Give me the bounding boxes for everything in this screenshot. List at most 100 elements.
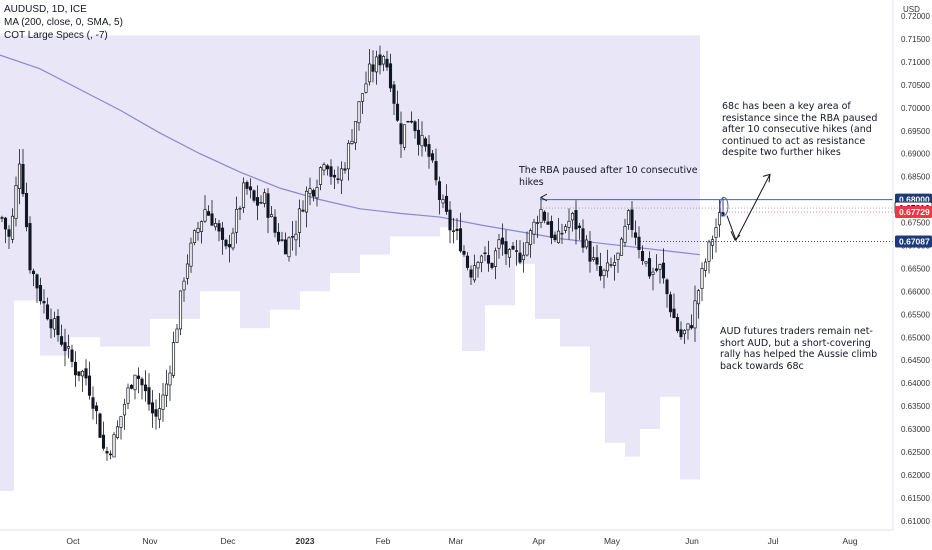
- price-badge[interactable]: 0.67087: [895, 235, 932, 248]
- candle[interactable]: [269, 206, 274, 218]
- candle[interactable]: [241, 177, 246, 213]
- candle[interactable]: [483, 246, 487, 262]
- candle[interactable]: [493, 247, 498, 280]
- candle[interactable]: [84, 359, 88, 386]
- candle[interactable]: [178, 290, 183, 336]
- candle[interactable]: [182, 277, 186, 302]
- candle[interactable]: [437, 176, 442, 215]
- candle[interactable]: [161, 382, 165, 422]
- candle[interactable]: [231, 227, 235, 251]
- candle[interactable]: [91, 386, 95, 420]
- drawing-tools[interactable]: [540, 173, 771, 242]
- candle[interactable]: [633, 220, 638, 246]
- candle[interactable]: [591, 246, 596, 262]
- candle[interactable]: [448, 201, 452, 244]
- candle[interactable]: [31, 268, 36, 287]
- candle[interactable]: [112, 432, 116, 458]
- candle[interactable]: [409, 111, 414, 124]
- candle[interactable]: [486, 240, 491, 272]
- candle[interactable]: [343, 162, 347, 174]
- candle[interactable]: [367, 49, 372, 86]
- candle[interactable]: [283, 232, 288, 255]
- legend-symbol[interactable]: AUDUSD, 1D, ICE: [4, 4, 87, 15]
- candle[interactable]: [647, 251, 652, 279]
- candle[interactable]: [399, 111, 403, 158]
- candle[interactable]: [147, 373, 151, 411]
- candle[interactable]: [192, 229, 197, 246]
- candle[interactable]: [248, 178, 253, 199]
- candle[interactable]: [630, 201, 634, 238]
- candle[interactable]: [364, 71, 368, 94]
- candle[interactable]: [168, 365, 172, 401]
- candle[interactable]: [581, 219, 585, 253]
- candle[interactable]: [66, 334, 71, 359]
- candle[interactable]: [52, 311, 57, 338]
- candle[interactable]: [280, 231, 284, 242]
- candle[interactable]: [105, 446, 109, 461]
- candle[interactable]: [563, 224, 568, 234]
- candle[interactable]: [682, 329, 687, 344]
- candle[interactable]: [427, 135, 431, 169]
- candle[interactable]: [535, 215, 540, 238]
- candle[interactable]: [472, 254, 477, 283]
- candle[interactable]: [14, 176, 18, 227]
- candle[interactable]: [479, 254, 484, 273]
- candle[interactable]: [115, 420, 120, 440]
- candle[interactable]: [703, 258, 708, 278]
- candle[interactable]: [87, 361, 92, 400]
- candle[interactable]: [654, 254, 659, 273]
- candle[interactable]: [24, 182, 29, 232]
- highlight-ellipse[interactable]: [719, 196, 729, 216]
- candle[interactable]: [518, 240, 522, 265]
- candle[interactable]: [546, 212, 550, 225]
- projection-path[interactable]: [726, 174, 771, 242]
- candle[interactable]: [616, 252, 620, 273]
- candle[interactable]: [661, 248, 666, 284]
- candle[interactable]: [406, 120, 410, 123]
- candle[interactable]: [150, 390, 155, 428]
- candle[interactable]: [598, 252, 603, 281]
- candle[interactable]: [430, 149, 435, 163]
- candle[interactable]: [595, 244, 599, 271]
- candle[interactable]: [644, 261, 648, 267]
- candle[interactable]: [476, 261, 480, 278]
- candle[interactable]: [451, 217, 456, 244]
- candle[interactable]: [157, 392, 162, 429]
- candle[interactable]: [108, 450, 113, 460]
- candle[interactable]: [255, 185, 260, 221]
- candle[interactable]: [490, 262, 494, 270]
- candle[interactable]: [504, 229, 508, 266]
- candle[interactable]: [378, 45, 382, 75]
- candle[interactable]: [619, 237, 624, 256]
- candle[interactable]: [329, 159, 333, 185]
- candle[interactable]: [416, 118, 421, 156]
- candle[interactable]: [560, 223, 564, 245]
- candle[interactable]: [469, 265, 473, 286]
- candle[interactable]: [98, 412, 102, 438]
- candle[interactable]: [584, 235, 589, 250]
- candle[interactable]: [521, 242, 526, 273]
- candle[interactable]: [70, 344, 74, 368]
- candle[interactable]: [10, 208, 15, 244]
- candle[interactable]: [154, 399, 158, 430]
- candle[interactable]: [126, 383, 130, 410]
- time-axis[interactable]: Oct Nov Dec 2023 Feb Mar Apr May Jun Jul Aug: [0, 529, 893, 546]
- candle[interactable]: [693, 285, 697, 343]
- candle[interactable]: [388, 53, 393, 92]
- candle[interactable]: [63, 328, 67, 367]
- candle[interactable]: [640, 245, 645, 265]
- candle[interactable]: [511, 241, 515, 251]
- candle[interactable]: [434, 148, 438, 186]
- candle[interactable]: [514, 239, 519, 266]
- candle[interactable]: [528, 228, 533, 258]
- candle[interactable]: [73, 351, 78, 387]
- candle[interactable]: [423, 136, 428, 152]
- candle[interactable]: [234, 196, 239, 244]
- candle[interactable]: [532, 218, 536, 245]
- candle[interactable]: [77, 371, 81, 382]
- candle[interactable]: [143, 370, 148, 402]
- candle[interactable]: [602, 268, 606, 289]
- candle[interactable]: [626, 209, 631, 230]
- candle[interactable]: [56, 309, 60, 342]
- candle[interactable]: [553, 231, 557, 243]
